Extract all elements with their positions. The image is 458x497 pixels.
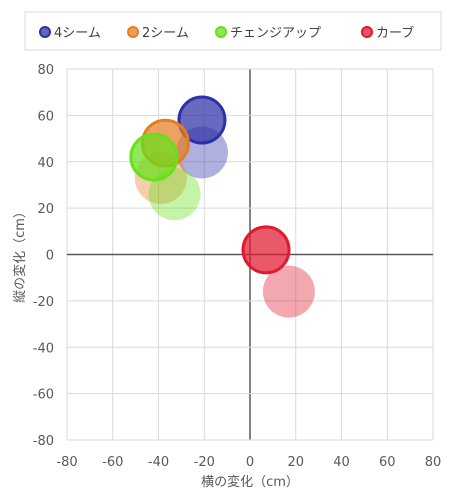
- y-tick-label: 80: [37, 63, 54, 78]
- legend-marker: [215, 26, 227, 38]
- x-tick-label: -80: [56, 455, 77, 470]
- x-tick-label: 80: [425, 455, 442, 470]
- y-tick-label: 0: [46, 249, 54, 264]
- data-points: [129, 95, 315, 318]
- y-tick-label: -20: [33, 295, 54, 310]
- y-tick-label: 60: [37, 109, 54, 124]
- x-tick-label: -40: [148, 455, 169, 470]
- data-point: [177, 95, 227, 145]
- y-tick-label: -40: [33, 341, 54, 356]
- x-axis-title: 横の変化（cm）: [201, 474, 299, 490]
- x-tick-label: 20: [287, 455, 304, 470]
- legend-label: カーブ: [376, 25, 414, 41]
- data-point-faded: [262, 265, 315, 318]
- x-tick-label: -60: [102, 455, 123, 470]
- data-point: [241, 225, 291, 275]
- x-tick-label: 60: [379, 455, 396, 470]
- data-point: [129, 132, 179, 182]
- x-tick-label: 40: [333, 455, 350, 470]
- x-tick-label: -20: [194, 455, 215, 470]
- y-tick-label: -60: [33, 388, 54, 403]
- legend-marker: [361, 26, 373, 38]
- y-tick-labels: -80 -60 -40 -20 0 20 40 60 80: [33, 63, 54, 449]
- y-axis-title: 縦の変化（cm）: [12, 205, 28, 303]
- y-tick-label: 20: [37, 202, 54, 217]
- y-tick-label: 40: [37, 156, 54, 171]
- legend: 4シーム 2シーム チェンジアップ カーブ: [39, 25, 414, 41]
- data-point-faded: [148, 168, 201, 221]
- x-tick-label: 0: [246, 455, 254, 470]
- x-tick-labels: -80 -60 -40 -20 0 20 40 60 80: [56, 455, 441, 470]
- legend-marker: [39, 26, 51, 38]
- legend-marker: [127, 26, 139, 38]
- legend-label: 2シーム: [142, 26, 189, 41]
- legend-label: 4シーム: [54, 26, 101, 41]
- y-tick-label: -80: [33, 434, 54, 449]
- legend-label: チェンジアップ: [230, 26, 321, 41]
